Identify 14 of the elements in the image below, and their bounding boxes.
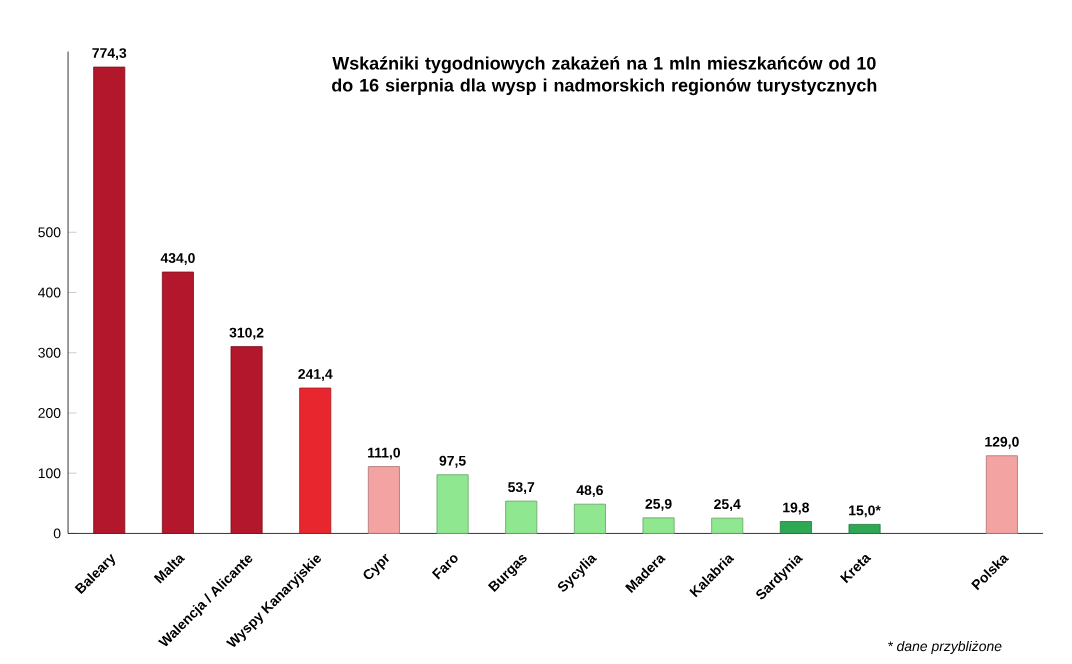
bar xyxy=(230,346,263,534)
bar xyxy=(642,517,675,534)
bar xyxy=(848,524,881,534)
text: Wskaźniki tygodniowych zakażeń na 1 mln mieszkańców od 10 do 16 sierpnia dla wysp i nadmorskich regionów turystycznych xyxy=(332,56,877,96)
bar xyxy=(161,271,194,534)
bar xyxy=(985,455,1018,534)
bar xyxy=(711,517,744,534)
bar xyxy=(299,387,332,534)
bar xyxy=(436,474,469,534)
bar xyxy=(93,66,126,534)
bar xyxy=(367,466,400,534)
bar xyxy=(779,521,812,534)
bar xyxy=(505,500,538,534)
bar xyxy=(573,503,606,534)
